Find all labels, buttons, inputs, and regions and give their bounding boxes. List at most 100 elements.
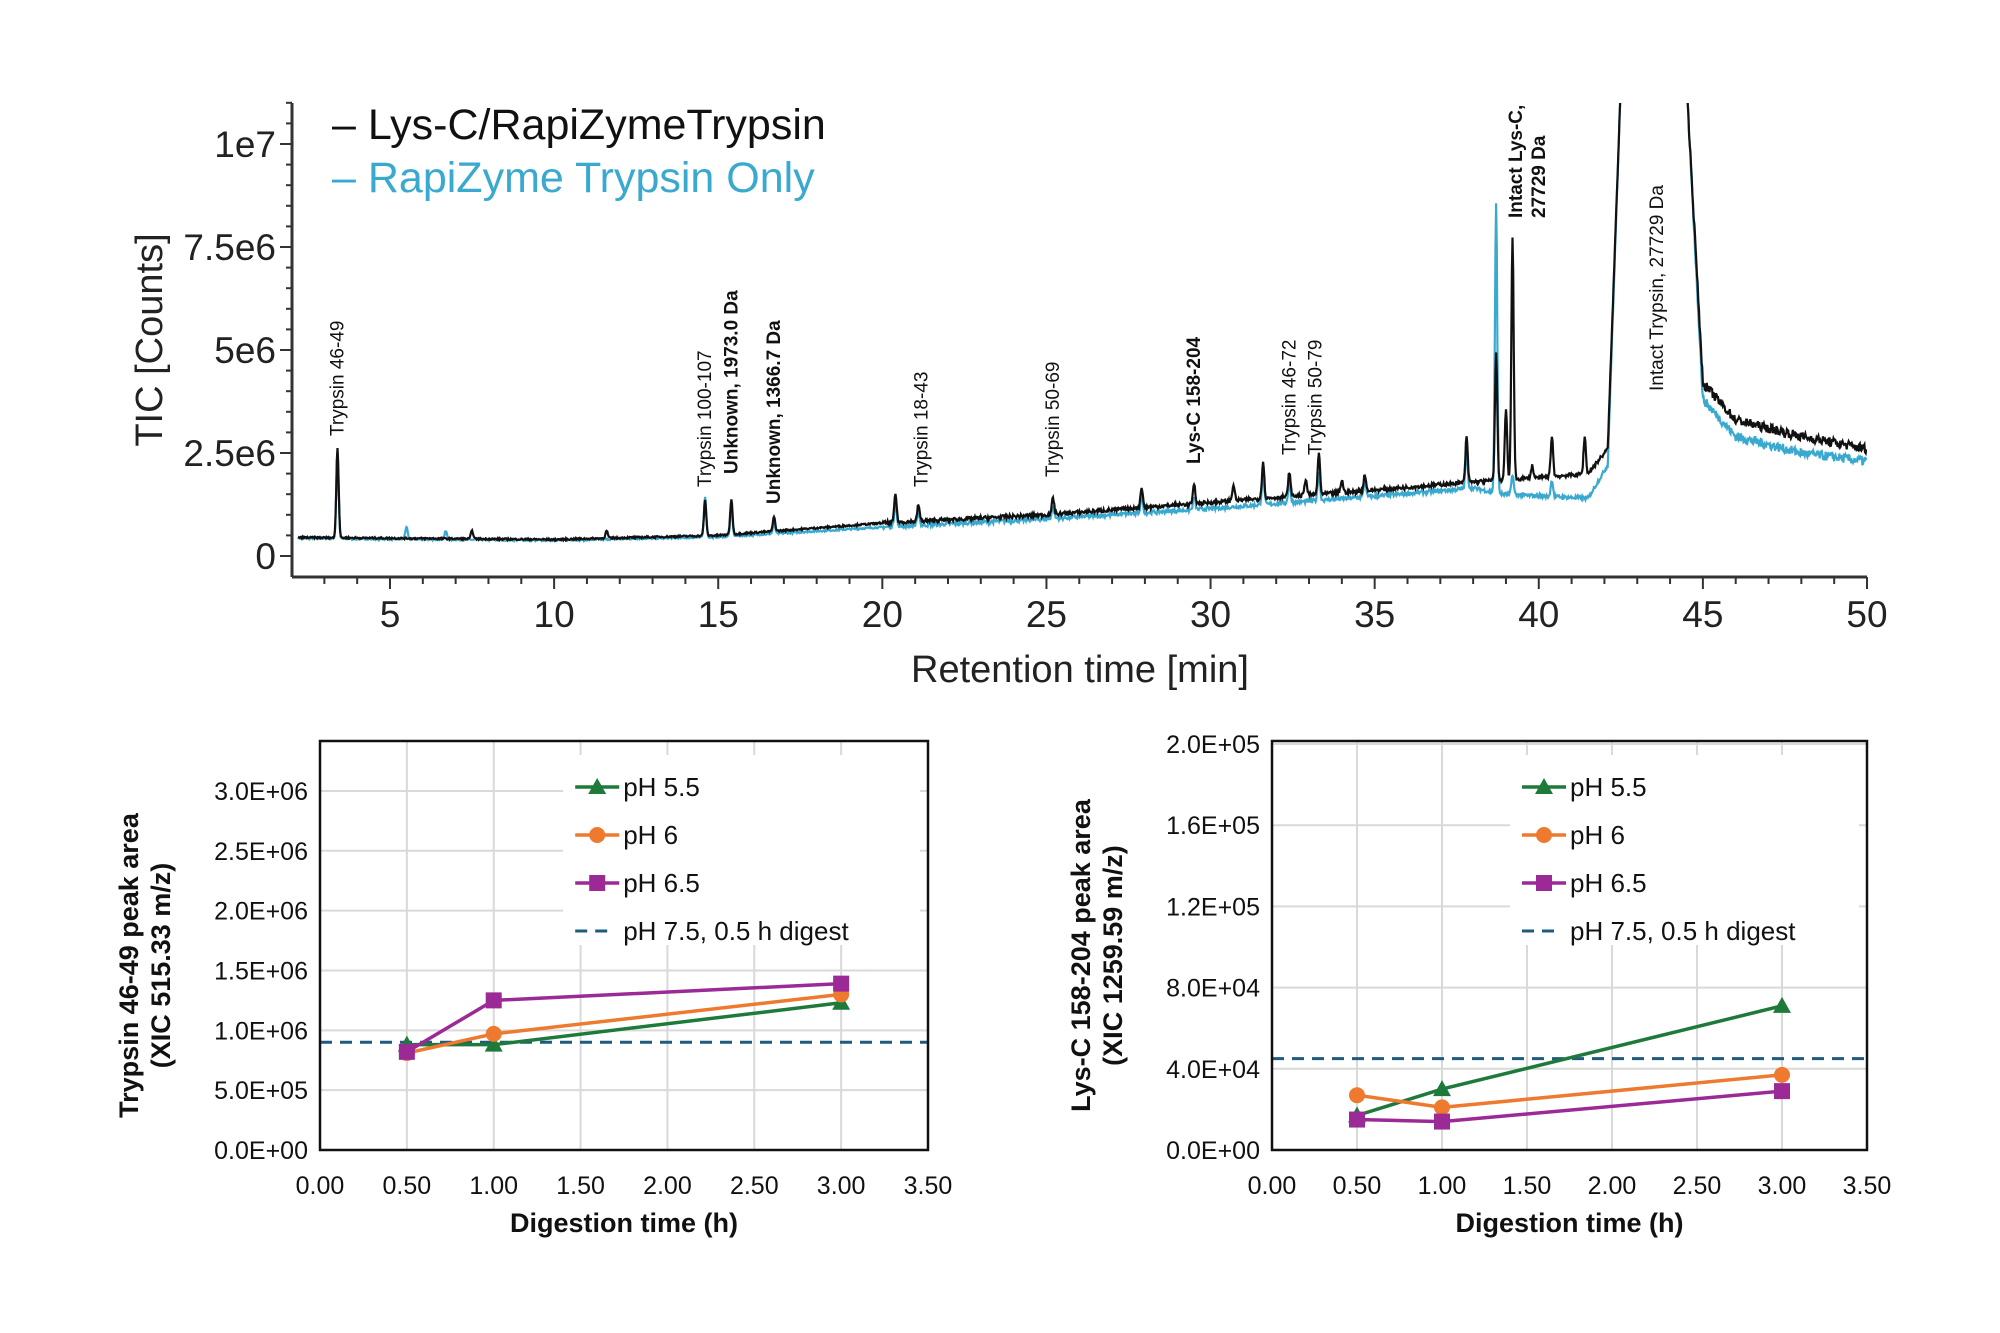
- data-point: [485, 992, 502, 1009]
- tic-chromatogram-chart: 5 10 15 20 25 30 35 40 45 50 0 2.5e6 5e6 7.5e6 1e7 Rete…: [129, 101, 1888, 691]
- x-tick-label: 2.00: [643, 1172, 692, 1200]
- x-tick-label: 2.50: [730, 1172, 779, 1200]
- x-axis-title: Digestion time (h): [510, 1208, 738, 1238]
- x-tick-label: 25: [1026, 594, 1067, 635]
- y-tick-label: 2.5e6: [183, 433, 276, 474]
- legend-label: pH 6.5: [623, 868, 700, 898]
- x-tick-label: 1.50: [556, 1172, 605, 1200]
- data-point: [485, 1025, 502, 1042]
- y-axis-title-line2: (XIC 515.33 m/z): [146, 863, 176, 1069]
- y-axis-title: Lys-C 158-204 peak area: [1066, 798, 1096, 1112]
- y-tick-label: 2.0E+06: [214, 898, 308, 926]
- x-tick-label: 3.00: [817, 1172, 866, 1200]
- data-point: [1434, 1113, 1450, 1130]
- plot-border: [318, 739, 930, 1152]
- x-tick-label: 30: [1190, 594, 1231, 635]
- legend-label: pH 6: [1570, 820, 1625, 850]
- peak-annotation: Intact Trypsin, 27729 Da: [1647, 185, 1668, 391]
- y-tick-label: 0.0E+00: [1166, 1137, 1260, 1165]
- legend-marker: [1536, 875, 1552, 891]
- legend-marker: [588, 778, 607, 794]
- legend-label: pH 6: [623, 820, 678, 850]
- x-tick-label: 15: [698, 594, 739, 635]
- x-tick-label: 0.00: [296, 1172, 345, 1200]
- legend-marker: [1535, 778, 1553, 794]
- x-tick-label: 2.00: [1588, 1172, 1637, 1200]
- data-point: [833, 975, 850, 992]
- x-tick-label: 50: [1846, 594, 1887, 635]
- y-tick-label: 5e6: [214, 330, 276, 371]
- x-tick-label: 3.50: [904, 1172, 953, 1200]
- trypsin-peak-area-chart: pH 5.5 pH 6 pH 6.5 pH 7.5, 0.5 h digest 0.00…: [114, 739, 953, 1238]
- peak-annotation: Trypsin 18-43: [912, 372, 933, 487]
- lysc-peak-area-chart: pH 5.5 pH 6 pH 6.5 pH 7.5, 0.5 h digest 0.00…: [1066, 731, 1891, 1238]
- y-tick-label: 8.0E+04: [1166, 975, 1260, 1003]
- peak-annotation-line2: 27729 Da: [1529, 135, 1550, 218]
- legend-entry-lysc-rapizyme: – Lys-C/RapiZymeTrypsin: [332, 101, 826, 149]
- peak-annotation: Intact Lys-C,: [1506, 105, 1527, 218]
- peak-annotation: Lys-C 158-204: [1184, 336, 1205, 464]
- y-tick-label: 3.0E+06: [214, 778, 308, 806]
- data-point: [484, 1035, 503, 1052]
- data-point: [398, 1043, 415, 1060]
- peak-annotation: Trypsin 100-107: [695, 350, 716, 487]
- peak-annotation: Trypsin 50-79: [1306, 340, 1327, 455]
- legend-marker: [589, 875, 606, 891]
- y-tick-label: 1.6E+05: [1166, 812, 1260, 840]
- y-axis-title-line2: (XIC 1259.59 m/z): [1098, 845, 1128, 1066]
- legend-marker: [589, 827, 606, 843]
- y-axis-title: Trypsin 46-49 peak area: [114, 812, 144, 1118]
- x-tick-label: 10: [534, 594, 575, 635]
- y-tick-label: 0: [255, 536, 276, 577]
- legend-label-reference: pH 7.5, 0.5 h digest: [623, 916, 849, 946]
- x-tick-label: 3.00: [1758, 1172, 1807, 1200]
- y-tick-label: 7.5e6: [183, 227, 276, 268]
- x-tick-label: 1.00: [469, 1172, 518, 1200]
- peak-annotation: Trypsin 46-49: [327, 321, 348, 436]
- y-tick-label: 2.5E+06: [214, 838, 308, 866]
- x-tick-label: 1.00: [1418, 1172, 1467, 1200]
- data-point: [1774, 1083, 1790, 1100]
- peak-annotation: Unknown, 1366.7 Da: [764, 320, 785, 504]
- x-tick-label: 40: [1518, 594, 1559, 635]
- x-tick-label: 0.50: [383, 1172, 432, 1200]
- legend-label: pH 5.5: [1570, 772, 1647, 802]
- legend-marker: [1536, 827, 1552, 843]
- tic-series-line-0: [297, 103, 1867, 543]
- x-tick-label: 0.00: [1248, 1172, 1297, 1200]
- x-axis-title: Digestion time (h): [1456, 1208, 1684, 1238]
- x-tick-label: 20: [862, 594, 903, 635]
- y-tick-label: 1.2E+05: [1166, 893, 1260, 921]
- y-tick-label: 1.0E+06: [214, 1017, 308, 1045]
- y-tick-label: 0.0E+00: [214, 1137, 308, 1165]
- y-tick-label: 2.0E+05: [1166, 731, 1260, 759]
- y-tick-label: 1e7: [214, 124, 276, 165]
- data-point: [1349, 1111, 1365, 1128]
- data-point: [1434, 1099, 1450, 1116]
- legend-label: pH 5.5: [623, 772, 700, 802]
- y-axis-title: TIC [Counts]: [129, 233, 171, 446]
- legend-label: pH 6.5: [1570, 868, 1647, 898]
- peak-annotation: Trypsin 50-69: [1043, 362, 1064, 477]
- data-point: [1774, 1066, 1790, 1083]
- peak-annotation: Unknown, 1973.0 Da: [721, 290, 742, 474]
- legend-entry-rapizyme-only: – RapiZyme Trypsin Only: [332, 154, 815, 202]
- data-point: [1433, 1080, 1451, 1097]
- x-tick-label: 0.50: [1333, 1172, 1382, 1200]
- x-tick-label: 1.50: [1503, 1172, 1552, 1200]
- x-tick-label: 35: [1354, 594, 1395, 635]
- legend-box: [563, 755, 920, 945]
- y-tick-label: 5.0E+05: [214, 1077, 308, 1105]
- x-axis-title: Retention time [min]: [911, 649, 1249, 691]
- x-tick-label: 2.50: [1673, 1172, 1722, 1200]
- data-point: [1773, 996, 1791, 1013]
- legend-box: [1510, 755, 1859, 945]
- peak-annotation: Trypsin 46-72: [1279, 340, 1300, 455]
- plot-border: [1270, 739, 1869, 1152]
- x-tick-label: 45: [1682, 594, 1723, 635]
- y-tick-label: 4.0E+04: [1166, 1056, 1260, 1084]
- x-tick-label: 5: [380, 594, 401, 635]
- legend-label-reference: pH 7.5, 0.5 h digest: [1570, 916, 1796, 946]
- y-tick-label: 1.5E+06: [214, 957, 308, 985]
